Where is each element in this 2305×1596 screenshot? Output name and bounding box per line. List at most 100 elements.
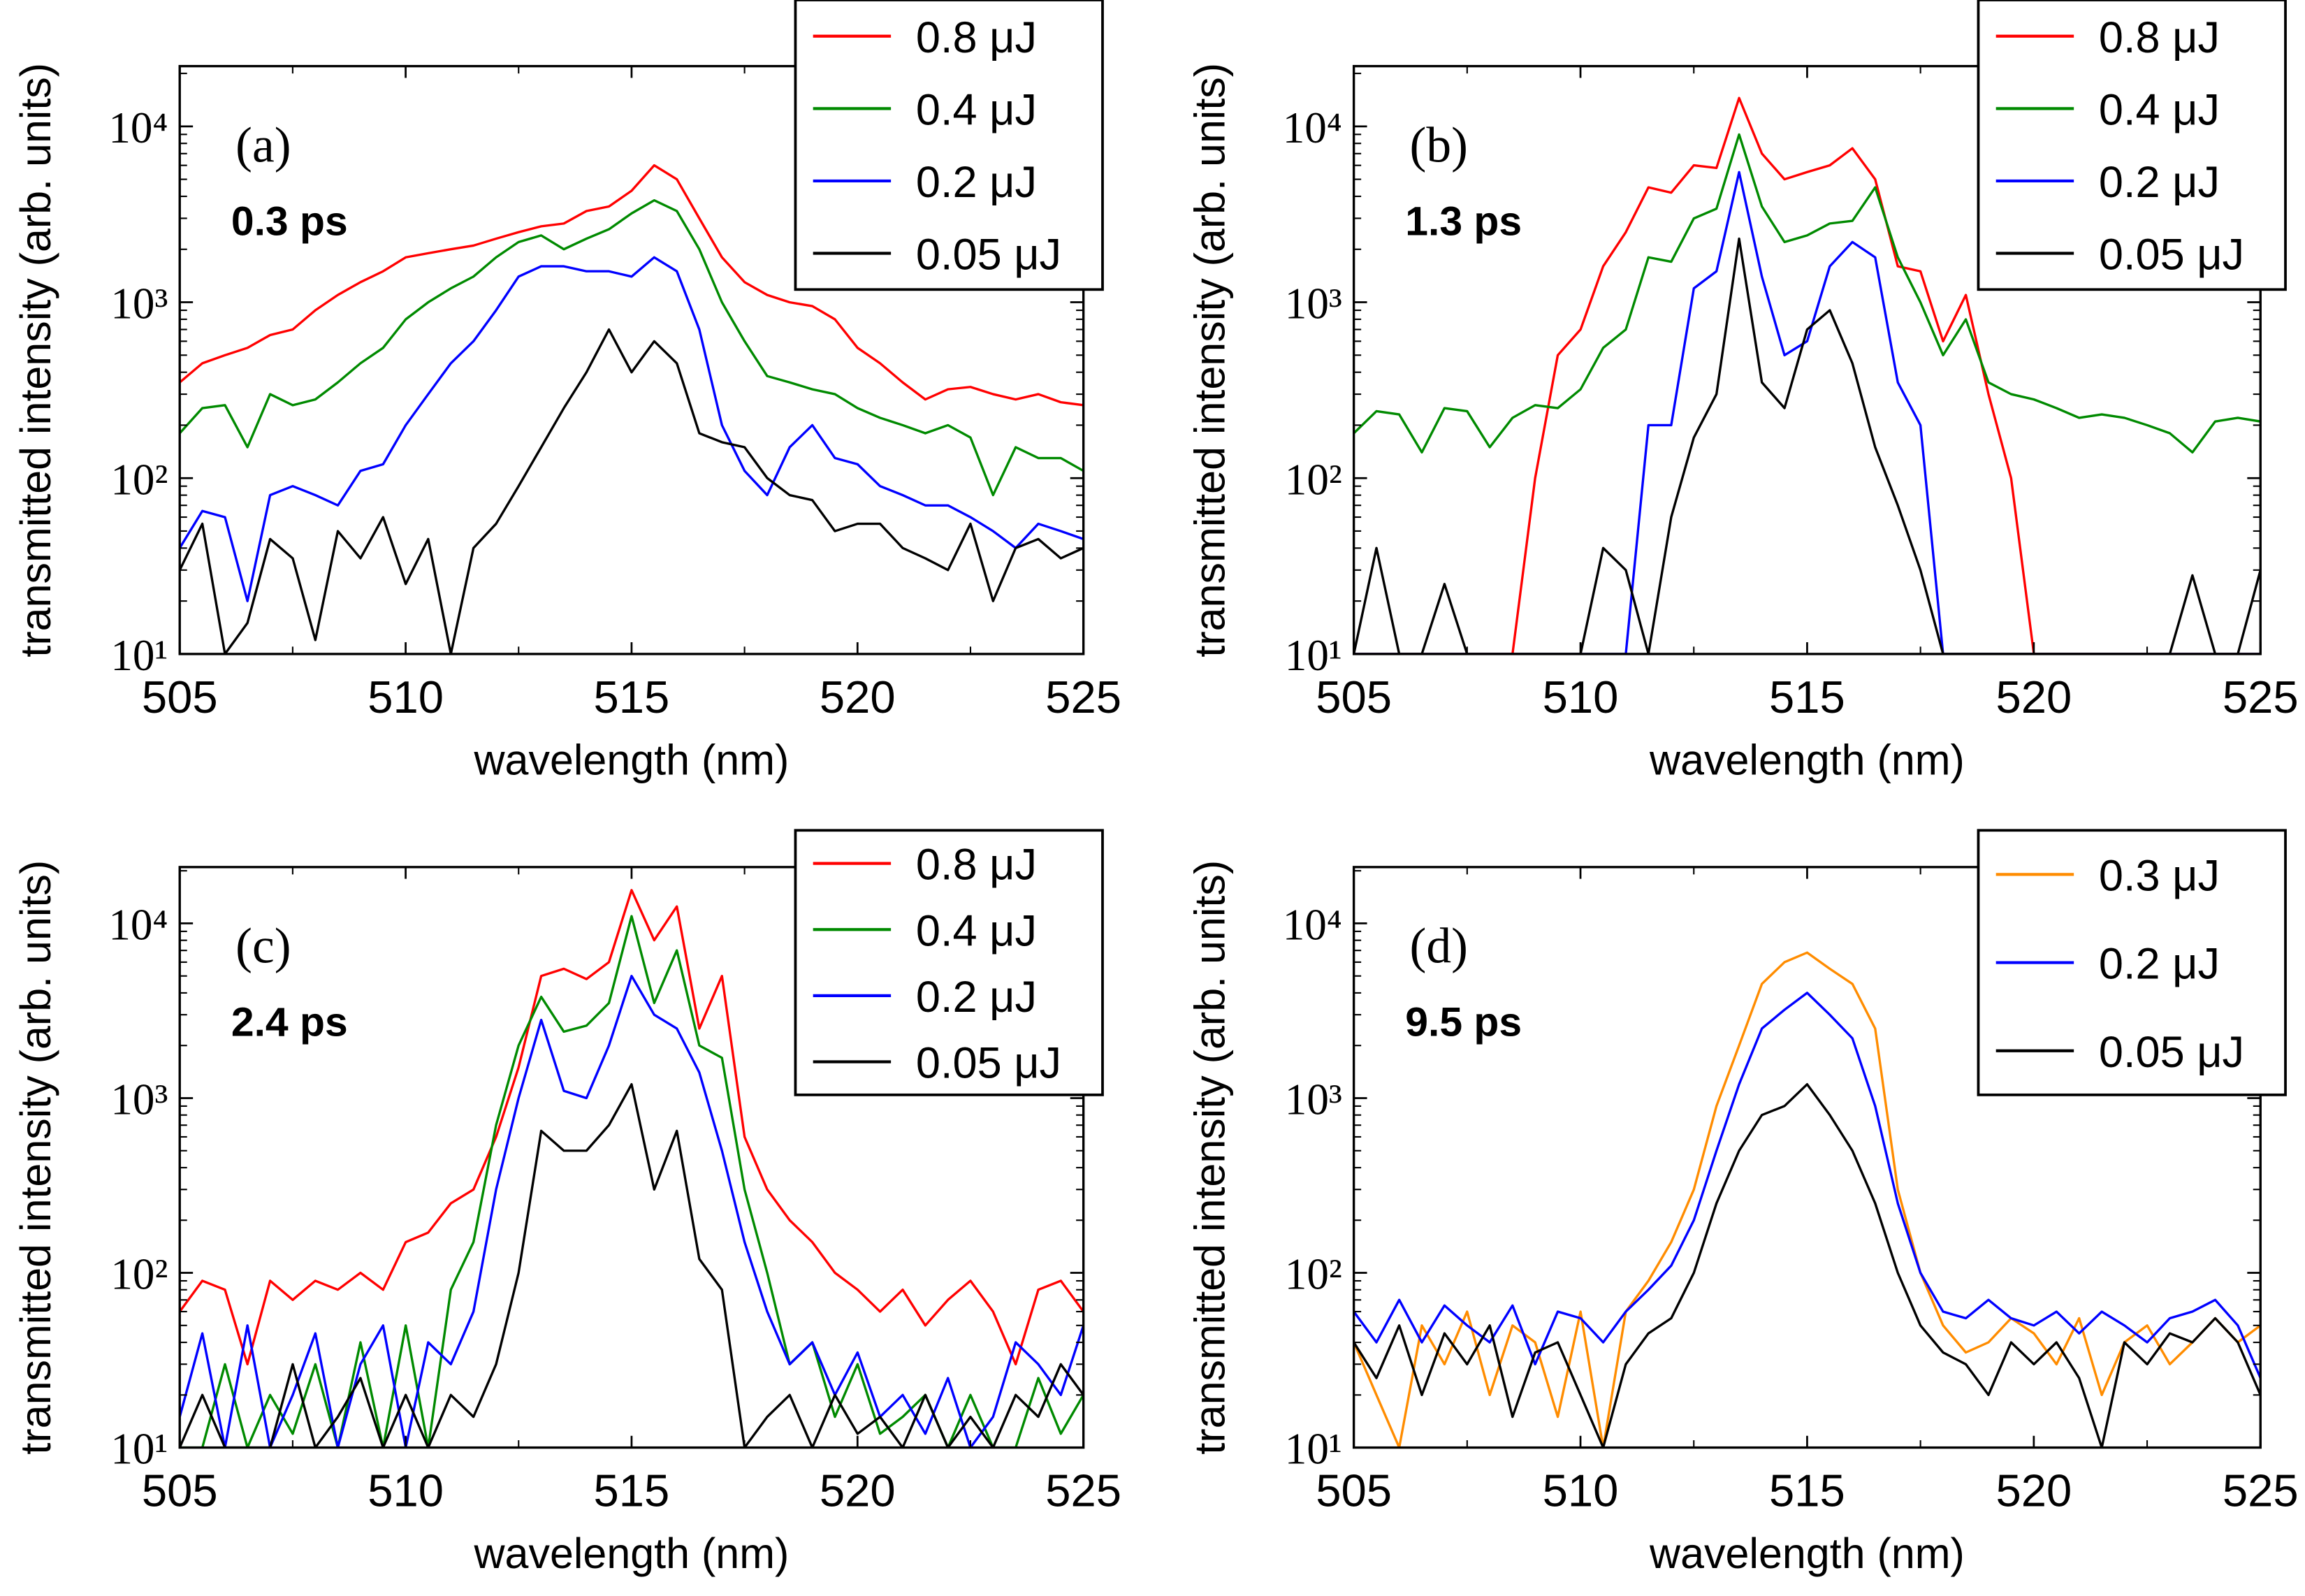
legend-entry: 0.05 μJ [813, 231, 1061, 280]
y-tick-label: 10² [110, 455, 168, 504]
x-tick-label: 515 [1769, 672, 1845, 723]
pulse-duration-label: 2.4 ps [231, 1000, 348, 1045]
series-line-0.2uJ [180, 256, 1084, 602]
legend-label: 0.2 μJ [916, 973, 1037, 1022]
y-tick-label: 10⁴ [108, 901, 168, 950]
y-tick-label: 10¹ [110, 631, 168, 680]
legend-entry: 0.2 μJ [1995, 940, 2220, 989]
legend-label: 0.4 μJ [2099, 86, 2220, 135]
x-tick-label: 520 [1995, 1465, 2072, 1516]
legend-entry: 0.2 μJ [813, 973, 1037, 1022]
y-tick-label: 10³ [1285, 280, 1342, 328]
x-axis-label: wavelength (nm) [1649, 736, 1965, 783]
y-axis-label: transmitted intensity (arb. units) [12, 860, 59, 1455]
x-tick-label: 525 [1045, 672, 1121, 723]
x-tick-label: 505 [142, 672, 218, 723]
x-tick-label: 510 [368, 1465, 444, 1516]
y-tick-label: 10⁴ [108, 103, 168, 152]
y-tick-label: 10² [1285, 1250, 1342, 1299]
panel-c: 505 510 515 520 525 10¹ 10² 10³ 10⁴ wavelength (n… [12, 829, 1121, 1577]
legend-entry: 0.05 μJ [1995, 1028, 2244, 1077]
series-line-0.4uJ [180, 198, 1084, 497]
legend-entry: 0.05 μJ [813, 1039, 1061, 1088]
legend-label: 0.4 μJ [916, 906, 1037, 955]
y-tick-label: 10³ [110, 1075, 168, 1124]
panel-label: (a) [235, 117, 291, 173]
x-tick-label: 525 [2223, 672, 2299, 723]
x-tick-label: 515 [594, 672, 670, 723]
series-group [1353, 96, 2261, 654]
x-tick-label: 505 [142, 1465, 218, 1516]
legend-entry: 0.2 μJ [1995, 158, 2220, 207]
legend-entry: 0.3 μJ [1995, 851, 2220, 900]
legend-entry: 0.4 μJ [813, 86, 1037, 135]
x-axis-label: wavelength (nm) [474, 736, 790, 783]
panel-a: 505 510 515 520 525 10¹ 10² 10³ 10⁴ wavelength (n… [12, 0, 1121, 783]
series-group [1353, 951, 2261, 1448]
x-tick-label: 515 [1769, 1465, 1845, 1516]
x-axis-label: wavelength (nm) [1649, 1530, 1965, 1577]
legend-entry: 0.8 μJ [813, 841, 1037, 890]
y-tick-label: 10² [110, 1250, 168, 1299]
series-line-0.05uJ [1353, 237, 2261, 654]
series-line-0.8uJ [180, 164, 1084, 407]
series-line-0.05uJ [180, 328, 1084, 654]
y-tick-label: 10⁴ [1283, 103, 1342, 152]
legend-entry: 0.05 μJ [1995, 231, 2244, 280]
series-group [180, 889, 1084, 1448]
legend-label: 0.8 μJ [916, 13, 1037, 62]
legend-label: 0.3 μJ [2099, 851, 2220, 900]
legend-entry: 0.4 μJ [1995, 86, 2220, 135]
x-tick-label: 510 [1543, 1465, 1619, 1516]
series-line-0.05uJ [1353, 1083, 2261, 1448]
legend-entry: 0.8 μJ [1995, 13, 2220, 62]
panel-b: 505 510 515 520 525 10¹ 10² 10³ 10⁴ wavelength (n… [1186, 0, 2299, 783]
legend-label: 0.05 μJ [2099, 231, 2244, 280]
x-tick-label: 515 [594, 1465, 670, 1516]
y-axis-label: transmitted intensity (arb. units) [12, 63, 59, 658]
y-tick-label: 10³ [110, 280, 168, 328]
y-tick-label: 10¹ [1285, 631, 1342, 680]
legend: 0.3 μJ 0.2 μJ 0.05 μJ [1977, 829, 2287, 1096]
x-tick-label: 505 [1316, 1465, 1392, 1516]
x-tick-label: 505 [1316, 672, 1392, 723]
y-tick-label: 10¹ [110, 1425, 168, 1474]
x-tick-label: 510 [1543, 672, 1619, 723]
x-tick-label: 510 [368, 672, 444, 723]
legend: 0.8 μJ 0.4 μJ 0.2 μJ 0.05 μJ [794, 0, 1104, 291]
pulse-duration-label: 0.3 ps [231, 199, 348, 245]
legend-entry: 0.8 μJ [813, 13, 1037, 62]
legend-label: 0.05 μJ [916, 1039, 1061, 1088]
legend-entry: 0.2 μJ [813, 158, 1037, 207]
x-tick-label: 520 [820, 672, 896, 723]
series-line-0.2uJ [1353, 171, 2261, 654]
legend-label: 0.2 μJ [2099, 158, 2220, 207]
x-tick-label: 525 [2223, 1465, 2299, 1516]
x-tick-label: 525 [1045, 1465, 1121, 1516]
y-axis-label: transmitted intensity (arb. units) [1186, 63, 1234, 658]
series-line-0.2uJ [1353, 992, 2261, 1379]
legend-box [794, 0, 1104, 291]
x-tick-label: 520 [1995, 672, 2072, 723]
series-line-0.05uJ [180, 1083, 1084, 1448]
x-tick-label: 520 [820, 1465, 896, 1516]
series-line-0.3uJ [1353, 951, 2261, 1448]
legend: 0.8 μJ 0.4 μJ 0.2 μJ 0.05 μJ [794, 829, 1104, 1096]
series-line-0.8uJ [1353, 96, 2261, 654]
legend-label: 0.2 μJ [2099, 940, 2220, 989]
legend-label: 0.05 μJ [2099, 1028, 2244, 1077]
y-tick-label: 10³ [1285, 1075, 1342, 1124]
legend-label: 0.2 μJ [916, 158, 1037, 207]
panel-label: (d) [1410, 919, 1468, 974]
legend-entry: 0.4 μJ [813, 906, 1037, 955]
series-line-0.8uJ [180, 889, 1084, 1366]
pulse-duration-label: 9.5 ps [1405, 1000, 1522, 1045]
panel-label: (b) [1410, 117, 1468, 173]
series-group [180, 164, 1084, 654]
y-tick-label: 10² [1285, 455, 1342, 504]
y-tick-label: 10⁴ [1283, 901, 1342, 950]
legend-box [1977, 0, 2287, 291]
panel-d: 505 510 515 520 525 10¹ 10² 10³ 10⁴ wavelength (n… [1186, 829, 2299, 1577]
legend-label: 0.05 μJ [916, 231, 1061, 280]
